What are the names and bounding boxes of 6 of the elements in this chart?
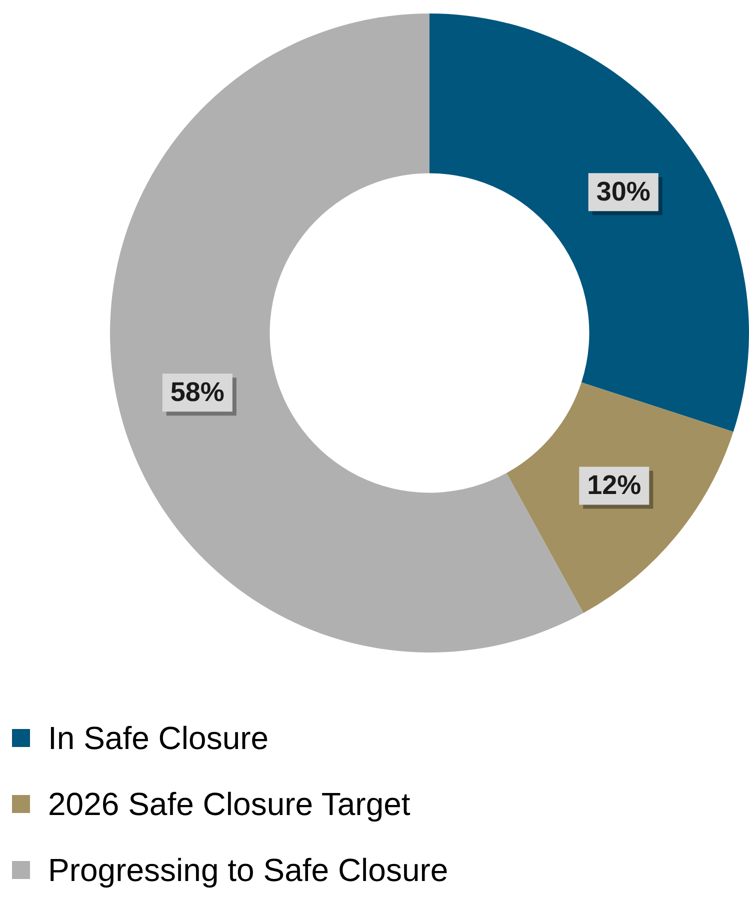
legend-label: In Safe Closure: [48, 719, 269, 758]
legend-label: 2026 Safe Closure Target: [48, 785, 410, 824]
data-label: 12%: [587, 470, 642, 500]
data-label: 30%: [596, 176, 650, 207]
data-label: 58%: [170, 377, 224, 408]
legend-label: Progressing to Safe Closure: [48, 851, 448, 890]
